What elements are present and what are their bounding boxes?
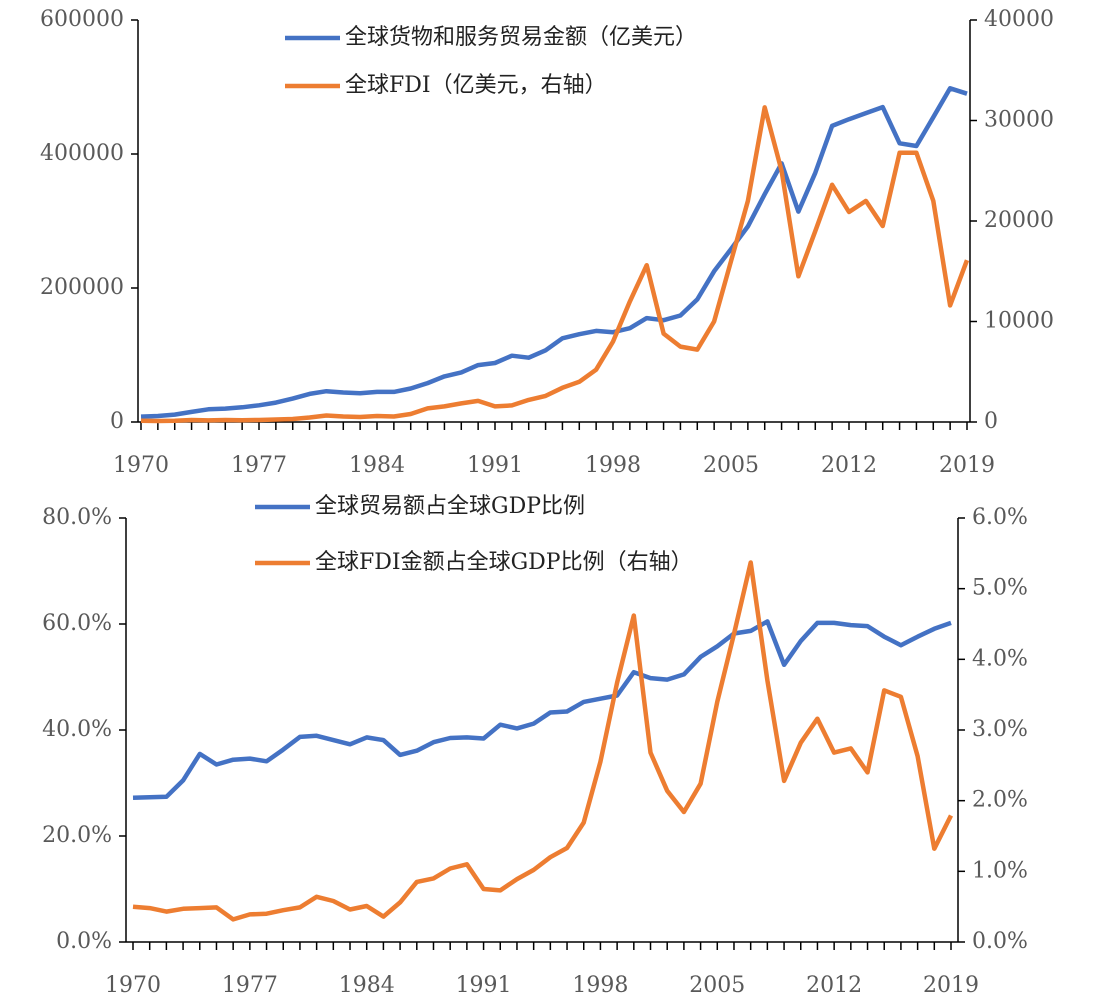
y2-tick-label: 4.0% [972, 646, 1028, 671]
x-tick-label: 2005 [703, 453, 759, 478]
x-tick-label: 1970 [113, 453, 169, 478]
y-tick-label: 400000 [40, 141, 124, 166]
series-line [140, 105, 970, 424]
y-tick-label: 200000 [40, 275, 124, 300]
y-tick-label: 80.0% [42, 505, 112, 530]
x-tick-label: 1998 [585, 453, 641, 478]
x-tick-label: 2019 [923, 973, 979, 998]
y2-tick-label: 2.0% [972, 788, 1028, 813]
legend-label: 全球贸易额占全球GDP比例 [315, 494, 585, 519]
series-line [132, 619, 952, 801]
y-tick-label: 0.0% [56, 929, 112, 954]
series-line [132, 560, 954, 922]
x-tick-label: 2012 [806, 973, 862, 998]
x-tick-label: 1998 [572, 973, 628, 998]
x-tick-label: 1977 [231, 453, 287, 478]
legend-label: 全球FDI（亿美元，右轴） [345, 73, 607, 98]
x-tick-label: 2005 [689, 973, 745, 998]
y2-tick-label: 20000 [984, 208, 1054, 233]
legend-label: 全球货物和服务贸易金额（亿美元） [345, 25, 697, 50]
y-tick-label: 600000 [40, 7, 124, 32]
y2-tick-label: 6.0% [972, 505, 1028, 530]
y-tick-label: 0 [110, 409, 124, 434]
x-tick-label: 1991 [456, 973, 512, 998]
y-tick-label: 20.0% [42, 823, 112, 848]
y2-tick-label: 3.0% [972, 717, 1028, 742]
x-tick-label: 2019 [939, 453, 995, 478]
y2-tick-label: 10000 [984, 309, 1054, 334]
y-tick-label: 60.0% [42, 611, 112, 636]
y2-tick-label: 0 [984, 409, 998, 434]
x-tick-label: 1977 [222, 973, 278, 998]
x-tick-label: 1970 [105, 973, 161, 998]
x-tick-label: 2012 [821, 453, 877, 478]
legend-label: 全球FDI金额占全球GDP比例（右轴） [315, 550, 693, 575]
y2-tick-label: 5.0% [972, 576, 1028, 601]
series-line [140, 86, 968, 419]
y2-tick-label: 0.0% [972, 929, 1028, 954]
y2-tick-label: 1.0% [972, 858, 1028, 883]
x-tick-label: 1991 [467, 453, 523, 478]
y-tick-label: 40.0% [42, 717, 112, 742]
y2-tick-label: 40000 [984, 7, 1054, 32]
x-tick-label: 1984 [349, 453, 405, 478]
x-tick-label: 1984 [339, 973, 395, 998]
y2-tick-label: 30000 [984, 108, 1054, 133]
